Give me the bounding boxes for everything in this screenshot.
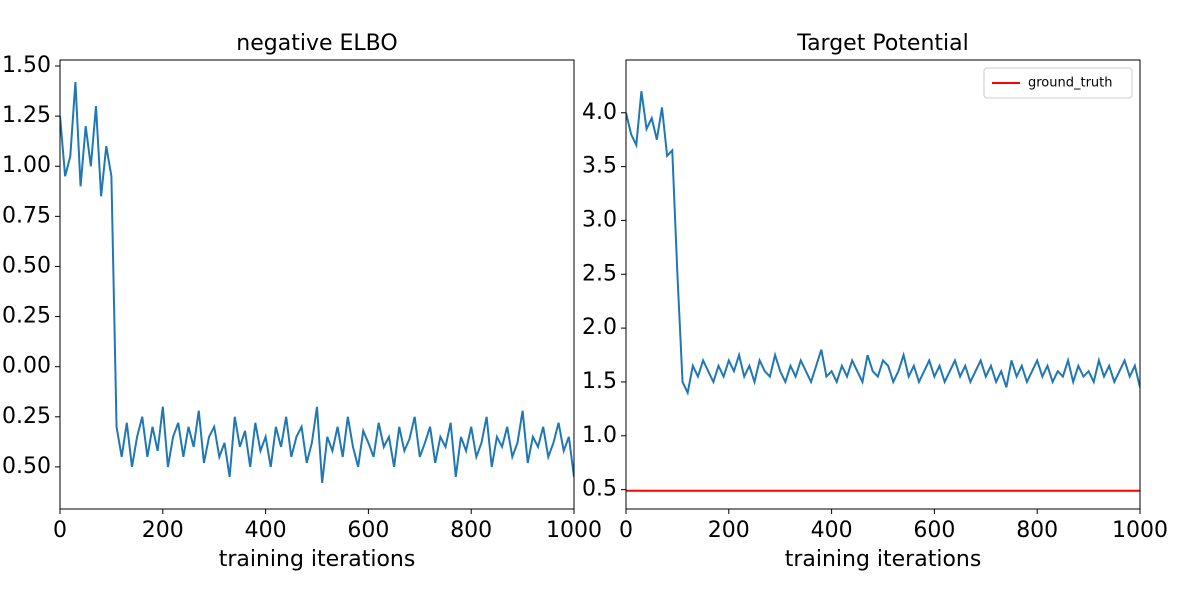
x-tick-label: 200 (142, 518, 184, 543)
y-tick-label: 2.0 (582, 315, 617, 340)
x-tick-label: 800 (450, 518, 492, 543)
chart-title: Target Potential (796, 31, 968, 56)
x-tick-label: 600 (913, 518, 955, 543)
data-line (626, 91, 1140, 396)
y-tick-label: 3.0 (582, 207, 617, 232)
x-axis-label: training iterations (785, 547, 982, 572)
y-tick-label: 4.0 (582, 100, 617, 125)
x-tick-label: 1000 (1112, 518, 1168, 543)
y-tick-label: 0.50 (2, 253, 51, 278)
y-tick-label: −0.50 (0, 454, 51, 479)
x-tick-label: 0 (619, 518, 633, 543)
y-tick-label: 1.0 (582, 423, 617, 448)
legend-box (983, 67, 1133, 99)
y-tick-label: 0.75 (2, 203, 51, 228)
x-axis-label: training iterations (219, 547, 416, 572)
y-tick-label: 3.5 (582, 154, 617, 179)
legend-label: ground_truth (1028, 76, 1113, 91)
y-tick-label: 0.00 (2, 354, 51, 379)
x-tick-label: 800 (1016, 518, 1058, 543)
y-tick-label: 0.5 (582, 477, 617, 502)
y-tick-label: 1.50 (2, 53, 51, 78)
y-tick-label: 0.25 (2, 304, 51, 329)
x-tick-label: 0 (53, 518, 67, 543)
y-tick-label: 2.5 (582, 261, 617, 286)
x-tick-label: 600 (347, 518, 389, 543)
chart-title: negative ELBO (236, 31, 397, 56)
y-tick-label: 1.25 (2, 103, 51, 128)
x-tick-label: 400 (811, 518, 853, 543)
x-tick-label: 400 (245, 518, 287, 543)
x-tick-label: 200 (708, 518, 750, 543)
y-tick-label: −0.25 (0, 404, 51, 429)
y-tick-label: 1.00 (2, 153, 51, 178)
y-tick-label: 1.5 (582, 369, 617, 394)
x-tick-label: 1000 (546, 518, 602, 543)
plot-frame (625, 59, 1141, 510)
data-line (60, 81, 574, 484)
plot-frame (59, 59, 575, 510)
